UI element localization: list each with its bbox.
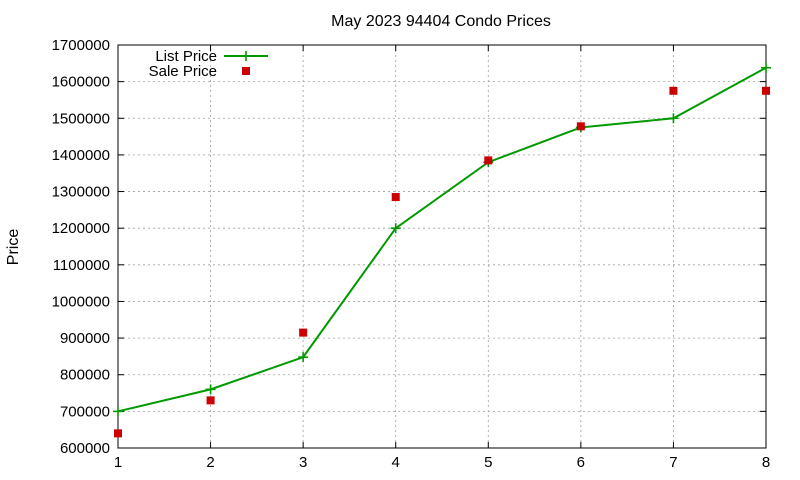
y-tick-label: 1400000 bbox=[52, 147, 110, 164]
data-point bbox=[114, 429, 122, 438]
y-tick-label: 1700000 bbox=[52, 37, 110, 54]
y-tick-label: 1300000 bbox=[52, 184, 110, 201]
x-tick-label: 5 bbox=[484, 454, 492, 471]
data-point bbox=[761, 62, 771, 73]
x-tick-label: 4 bbox=[392, 454, 400, 471]
y-tick-label: 1500000 bbox=[52, 110, 110, 127]
y-tick-label: 1000000 bbox=[52, 293, 110, 310]
legend-marker bbox=[242, 67, 250, 75]
data-point bbox=[298, 352, 309, 363]
x-tick-label: 1 bbox=[114, 454, 122, 471]
legend-label: List Price bbox=[155, 48, 217, 65]
y-axis-ticks: 600000 700000 800000 900000 1000000 1100000 12… bbox=[52, 37, 766, 457]
legend-marker bbox=[241, 51, 251, 61]
y-tick-label: 1200000 bbox=[52, 220, 110, 237]
data-point bbox=[576, 122, 585, 131]
plot-border bbox=[117, 44, 767, 449]
data-point bbox=[390, 223, 401, 234]
x-axis-ticks: 1 2 3 4 5 6 7 8 bbox=[114, 45, 770, 471]
chart-title: May 2023 94404 Condo Prices bbox=[331, 13, 551, 30]
data-point bbox=[668, 113, 679, 124]
y-tick-label: 800000 bbox=[60, 367, 110, 384]
data-point bbox=[113, 406, 123, 417]
grid bbox=[118, 45, 766, 448]
data-point bbox=[205, 384, 216, 395]
x-tick-label: 7 bbox=[669, 454, 677, 471]
series-group bbox=[113, 62, 771, 438]
data-point bbox=[299, 328, 308, 337]
data-point bbox=[484, 156, 493, 165]
x-tick-label: 2 bbox=[206, 454, 214, 471]
series-0 bbox=[113, 62, 771, 417]
y-tick-label: 1100000 bbox=[53, 257, 110, 274]
y-tick-label: 700000 bbox=[60, 403, 110, 420]
y-axis-label: Price bbox=[5, 229, 22, 266]
x-tick-label: 3 bbox=[299, 454, 307, 471]
series-1 bbox=[114, 86, 770, 438]
y-tick-label: 900000 bbox=[60, 330, 110, 347]
data-point bbox=[669, 86, 678, 95]
data-point bbox=[762, 86, 770, 95]
y-tick-label: 1600000 bbox=[52, 74, 110, 91]
plot-frame bbox=[117, 44, 767, 449]
legend-entry: Sale Price bbox=[149, 63, 250, 80]
series-line bbox=[117, 66, 767, 413]
legend-label: Sale Price bbox=[149, 63, 217, 80]
y-tick-label: 600000 bbox=[60, 440, 110, 457]
data-point bbox=[206, 396, 215, 405]
x-tick-label: 8 bbox=[762, 454, 770, 471]
data-point bbox=[391, 193, 400, 202]
x-tick-label: 6 bbox=[577, 454, 585, 471]
legend-entry: List Price bbox=[155, 48, 268, 65]
